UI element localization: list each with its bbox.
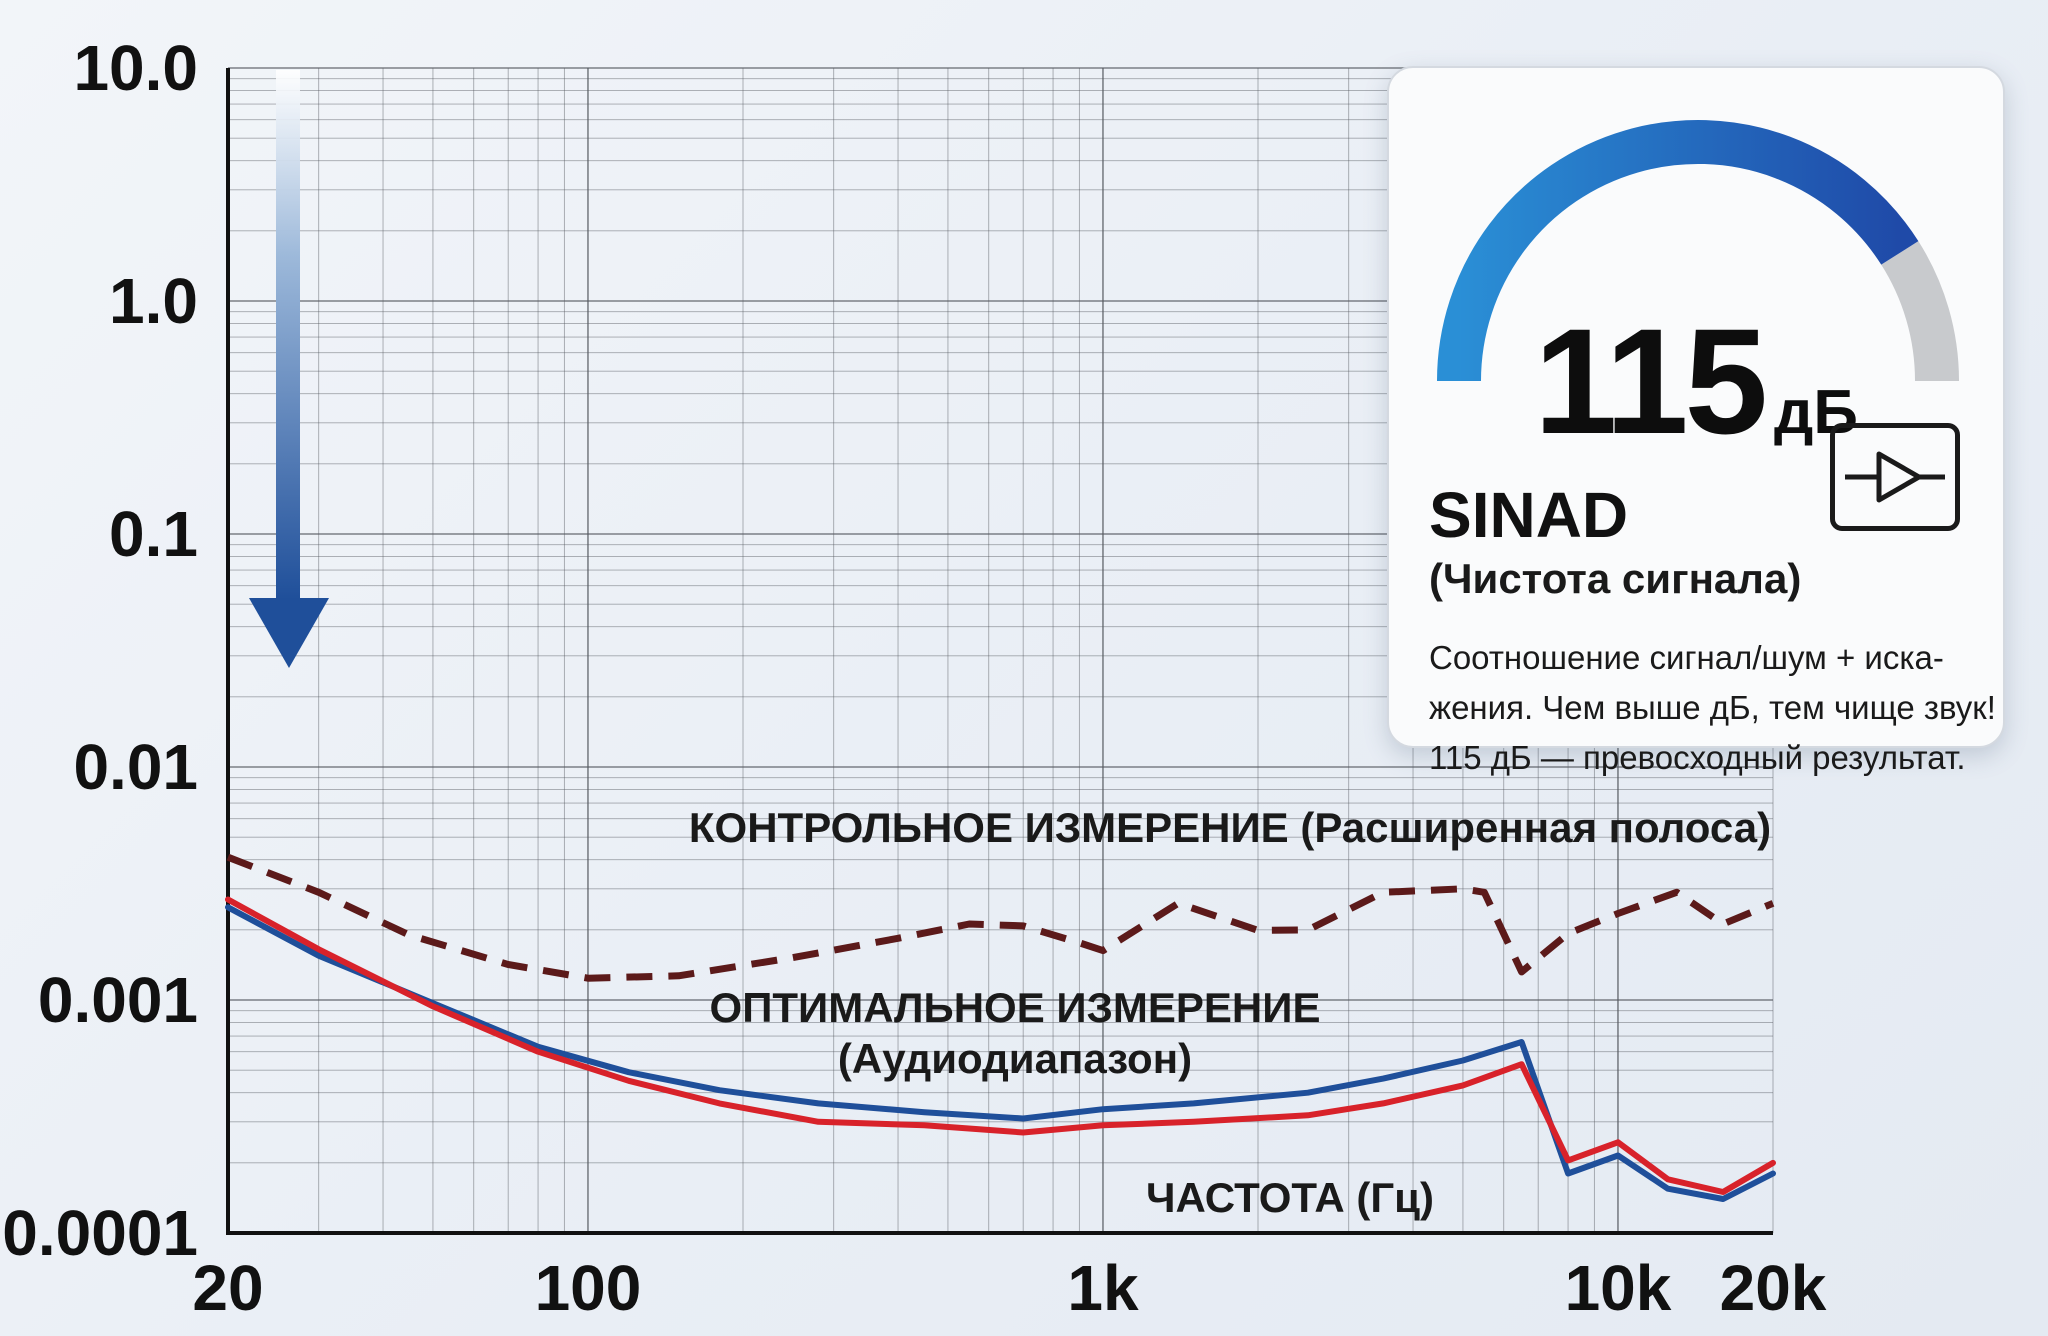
- plot-series: [225, 853, 1776, 1202]
- sinad-card: 115 дБ SINAD (Чистота сигнала) Соотношени…: [1387, 66, 2005, 776]
- gauge-fill: [1437, 119, 1919, 382]
- y-tick-label: 0.01: [73, 731, 198, 803]
- y-tick-label: 0.001: [38, 964, 198, 1036]
- x-tick-label: 20k: [1720, 1252, 1827, 1324]
- x-tick-label: 10k: [1565, 1252, 1672, 1324]
- series-line-control: [226, 853, 1775, 982]
- x-axis-label: ЧАСТОТА (Гц): [1146, 1174, 1434, 1221]
- sinad-value: 115: [1534, 297, 1768, 465]
- gauge-track: [1880, 241, 1959, 382]
- x-tick-label: 100: [535, 1252, 642, 1324]
- amplifier-icon: [1830, 423, 1960, 531]
- metric-subtitle: (Чистота сигнала): [1429, 555, 1802, 602]
- description-line: 115 дБ — превосходный результат.: [1429, 739, 1966, 776]
- plot-axes: [226, 68, 1773, 1235]
- y-tick-label: 0.1: [109, 498, 198, 570]
- sinad-gauge: [1437, 119, 1959, 382]
- x-tick-label: 20: [192, 1252, 263, 1324]
- metric-name: SINAD: [1429, 479, 1629, 551]
- gauge-value: 115 дБ: [1389, 306, 2003, 456]
- x-tick-label: 1k: [1067, 1252, 1139, 1324]
- y-tick-label: 1.0: [109, 265, 198, 337]
- legend-label-optimal-sub: (Аудиодиапазон): [838, 1035, 1192, 1082]
- down-arrow: [249, 70, 329, 668]
- sinad-unit: дБ: [1774, 378, 1858, 447]
- y-tick-label: 0.0001: [2, 1197, 198, 1269]
- y-tick-label: 10.0: [73, 32, 198, 104]
- legend-label-optimal: ОПТИМАЛЬНОЕ ИЗМЕРЕНИЕ: [710, 984, 1321, 1031]
- legend-label-control: КОНТРОЛЬНОЕ ИЗМЕРЕНИЕ (Расширенная полос…: [689, 804, 1771, 851]
- metric-description: Соотношение сигнал/шум + иска- жения. Че…: [1429, 633, 1996, 783]
- description-line: жения. Чем выше дБ, тем чище звук!: [1429, 689, 1996, 726]
- series-line-optimal-blue: [225, 904, 1776, 1202]
- description-line: Соотношение сигнал/шум + иска-: [1429, 639, 1944, 676]
- series-line-optimal-red: [225, 896, 1776, 1195]
